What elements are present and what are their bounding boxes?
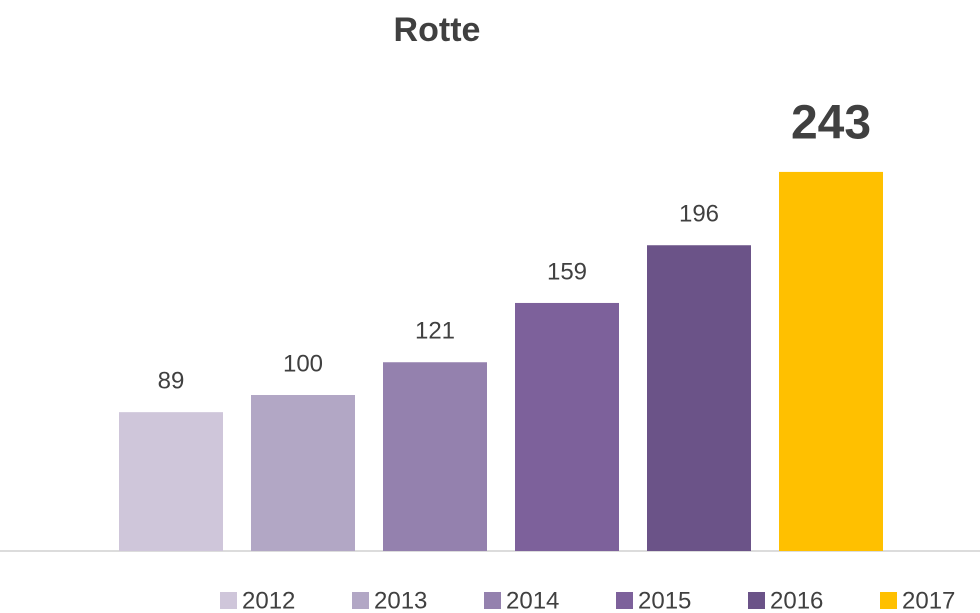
bar (383, 362, 487, 551)
data-label: 243 (791, 97, 871, 150)
data-label: 159 (547, 258, 587, 285)
bar (647, 245, 751, 552)
data-label: 196 (679, 201, 719, 228)
legend-label: 2017 (902, 587, 955, 613)
legend-swatch (616, 592, 633, 609)
bar (251, 395, 355, 551)
legend-swatch (220, 592, 237, 609)
legend-label: 2016 (770, 587, 823, 613)
data-label: 121 (415, 318, 455, 345)
legend-swatch (748, 592, 765, 609)
data-label: 100 (283, 350, 323, 377)
legend-label: 2014 (506, 587, 559, 613)
bar (119, 412, 223, 551)
legend-swatch (352, 592, 369, 609)
legend-swatch (880, 592, 897, 609)
chart-title: Rotte (394, 11, 481, 49)
bar (779, 171, 883, 552)
legend-label: 2015 (638, 587, 691, 613)
bar (515, 302, 619, 551)
data-label: 89 (158, 368, 185, 395)
legend-label: 2012 (242, 587, 295, 613)
legend-swatch (484, 592, 501, 609)
legend-label: 2013 (374, 587, 427, 613)
